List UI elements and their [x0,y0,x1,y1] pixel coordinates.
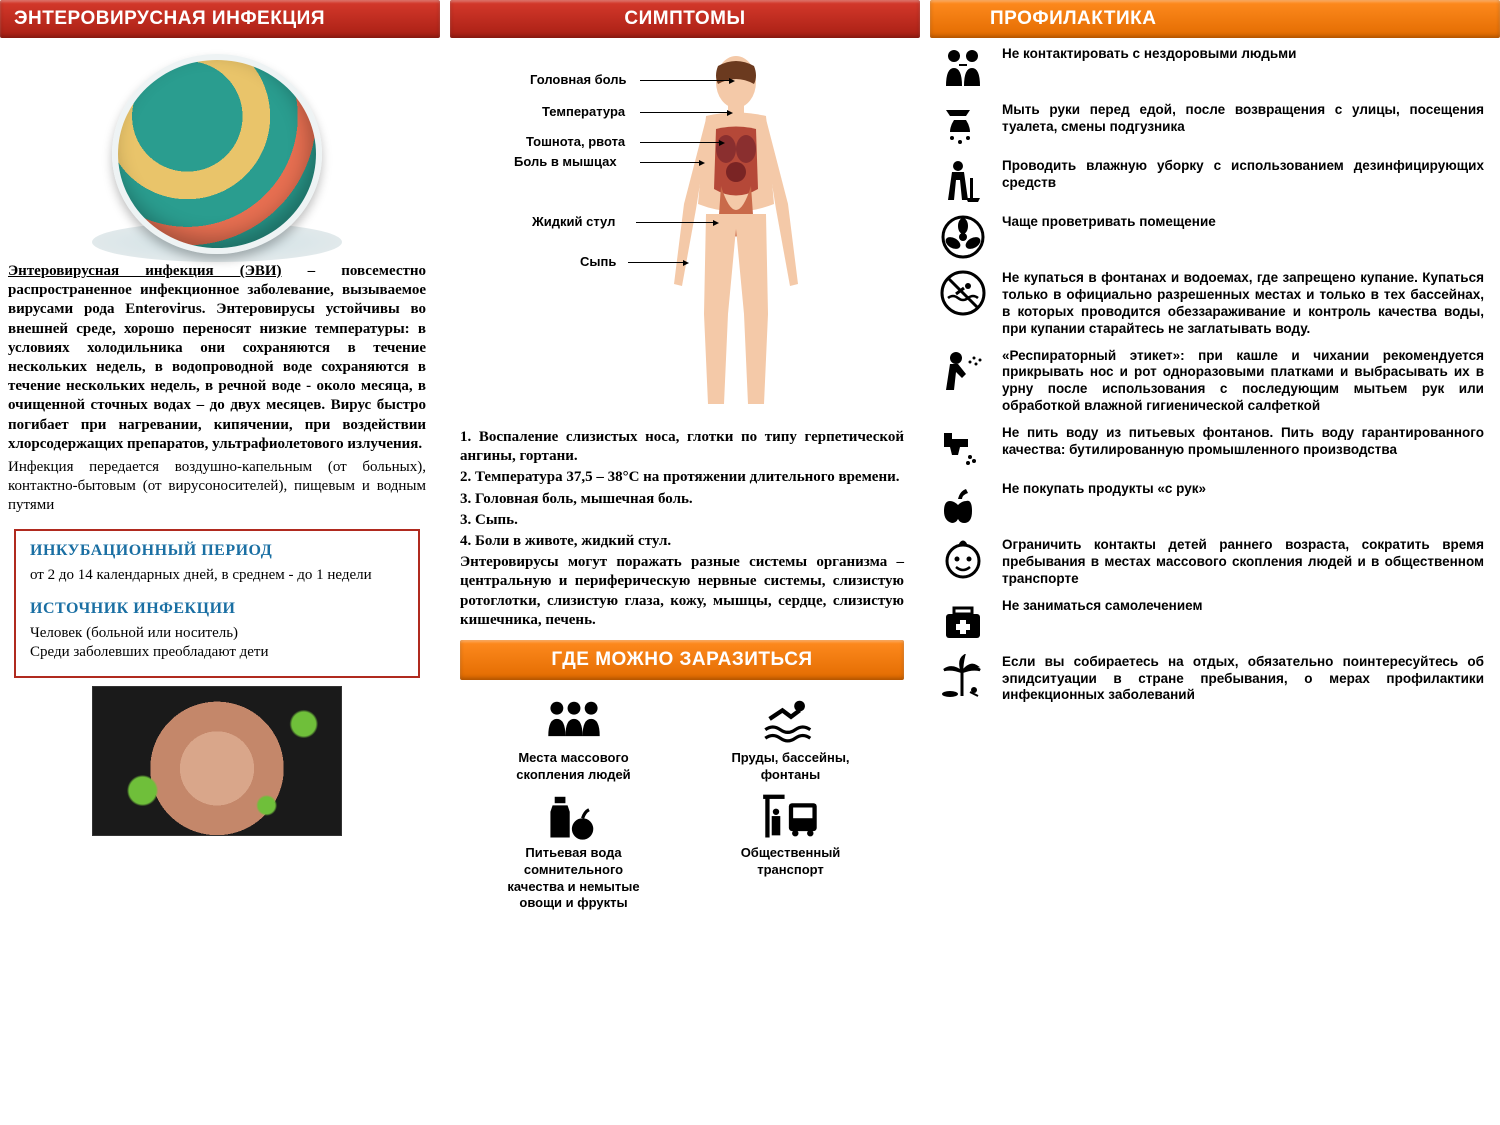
header-about: ЭНТЕРОВИРУСНАЯ ИНФЕКЦИЯ [0,0,440,38]
body-diagram: Головная боль Температура Тошнота, рвота Бо… [460,54,904,424]
fan-icon [938,214,988,260]
crowd-icon [500,692,647,748]
sources-grid: Места массового скопления людей Пруды, ба… [460,680,904,912]
symptom-text-line: 3. Сыпь. [460,511,904,530]
box-text-incubation: от 2 до 14 календарных дней, в среднем -… [30,566,404,585]
symptom-text-line: 4. Боли в животе, жидкий стул. [460,532,904,551]
prevention-text: Не заниматься самолечением [1002,598,1484,615]
prevention-item: Мыть руки перед едой, после возвращения … [938,102,1484,148]
about-paragraph-1: Энтеровирусная инфекция (ЭВИ) – повсемес… [8,262,426,454]
virus-image [8,54,426,262]
header-infection-sources: ГДЕ МОЖНО ЗАРАЗИТЬСЯ [460,640,904,680]
prevention-item: «Респираторный этикет»: при кашле и чиха… [938,348,1484,416]
box-text-source-2: Среди заболевших преобладают дети [30,643,404,662]
noswim-icon [938,270,988,316]
symptom-label: Сыпь [580,254,616,271]
prevention-text: Если вы собираетесь на отдых, обязательн… [1002,654,1484,705]
about-paragraph-2: Инфекция передается воздушно-капельным (… [8,458,426,516]
prevention-text: Не купаться в фонтанах и водоемах, где з… [1002,270,1484,338]
people-icon [938,46,988,92]
palm-icon [938,654,988,700]
source-item: Пруды, бассейны, фонтаны [717,692,864,783]
prevention-item: Ограничить контакты детей раннего возрас… [938,537,1484,588]
column-prevention: ПРОФИЛАКТИКА Не контактировать с нездоро… [930,0,1500,1125]
column-about: ЭНТЕРОВИРУСНАЯ ИНФЕКЦИЯ Энтеровирусная и… [0,0,440,1125]
prevention-text: Не контактировать с нездоровыми людьми [1002,46,1484,63]
symptom-pointer-line [640,142,720,143]
box-heading-source: ИСТОЧНИК ИНФЕКЦИИ [30,599,404,619]
symptom-pointer-line [628,262,684,263]
source-item: Места массового скопления людей [500,692,647,783]
prevention-text: Мыть руки перед едой, после возвращения … [1002,102,1484,136]
prevention-text: Чаще проветривать помещение [1002,214,1484,231]
baby-icon [938,537,988,583]
nose-image [92,686,342,836]
symptom-label: Жидкий стул [532,214,615,231]
symptom-label: Боль в мышцах [514,154,617,171]
prevention-text: Не покупать продукты «с рук» [1002,481,1484,498]
prevention-item: Проводить влажную уборку с использование… [938,158,1484,204]
symptom-pointer-line [636,222,714,223]
bus-icon [717,787,864,843]
bottle-icon [500,787,647,843]
info-box: ИНКУБАЦИОННЫЙ ПЕРИОД от 2 до 14 календар… [14,529,420,678]
prevention-text: Не пить воду из питьевых фонтанов. Пить … [1002,425,1484,459]
prevention-item: Не купаться в фонтанах и водоемах, где з… [938,270,1484,338]
symptom-text-line: 1. Воспаление слизистых носа, глотки по … [460,428,904,466]
human-body-svg [646,54,826,414]
box-text-source-1: Человек (больной или носитель) [30,624,404,643]
source-label: Пруды, бассейны, фонтаны [717,750,864,783]
symptom-label: Тошнота, рвота [526,134,625,151]
prevention-item: Не заниматься самолечением [938,598,1484,644]
prevention-list: Не контактировать с нездоровыми людьми Мы… [930,38,1500,714]
clean-icon [938,158,988,204]
header-symptoms: СИМПТОМЫ [450,0,920,38]
swim-icon [717,692,864,748]
symptom-label: Температура [542,104,625,121]
symptom-pointer-line [640,112,728,113]
symptom-pointer-line [640,162,700,163]
prevention-item: Если вы собираетесь на отдых, обязательн… [938,654,1484,705]
source-label: Питьевая вода сомнительного качества и н… [500,845,647,912]
cough-icon [938,348,988,394]
source-item: Общественный транспорт [717,787,864,912]
column-symptoms: СИМПТОМЫ Головная больТемперат [450,0,920,1125]
prevention-text: «Респираторный этикет»: при кашле и чиха… [1002,348,1484,416]
source-label: Места массового скопления людей [500,750,647,783]
source-label: Общественный транспорт [717,845,864,878]
symptom-text-line: 2. Температура 37,5 – 38°С на протяжении… [460,468,904,487]
symptom-text-line: 3. Головная боль, мышечная боль. [460,490,904,509]
medkit-icon [938,598,988,644]
source-item: Питьевая вода сомнительного качества и н… [500,787,647,912]
symptoms-list: 1. Воспаление слизистых носа, глотки по … [460,428,904,630]
symptom-pointer-line [640,80,730,81]
prevention-item: Чаще проветривать помещение [938,214,1484,260]
header-prevention: ПРОФИЛАКТИКА [930,0,1500,38]
prevention-item: Не пить воду из питьевых фонтанов. Пить … [938,425,1484,471]
prevention-text: Ограничить контакты детей раннего возрас… [1002,537,1484,588]
box-heading-incubation: ИНКУБАЦИОННЫЙ ПЕРИОД [30,541,404,561]
prevention-item: Не покупать продукты «с рук» [938,481,1484,527]
prevention-text: Проводить влажную уборку с использование… [1002,158,1484,192]
fruit-icon [938,481,988,527]
symptom-text-line: Энтеровирусы могут поражать разные систе… [460,553,904,630]
handwash-icon [938,102,988,148]
prevention-item: Не контактировать с нездоровыми людьми [938,46,1484,92]
lead-term: Энтеровирусная инфекция (ЭВИ) [8,263,282,279]
tap-icon [938,425,988,471]
symptom-label: Головная боль [530,72,627,89]
